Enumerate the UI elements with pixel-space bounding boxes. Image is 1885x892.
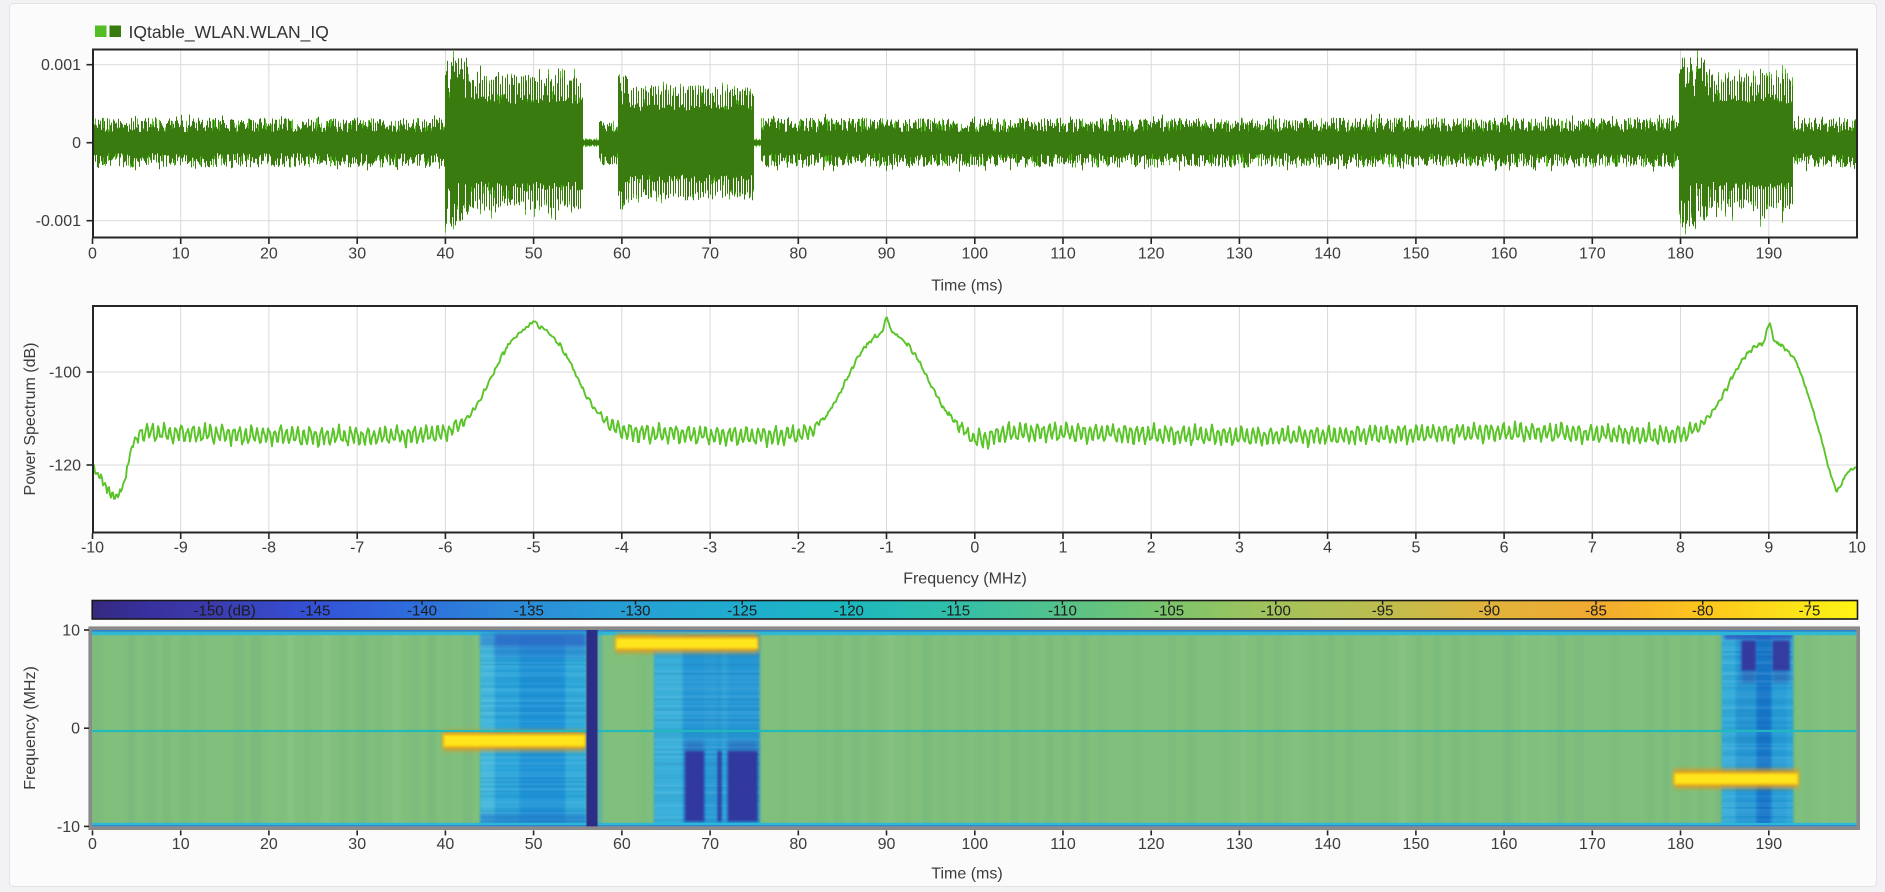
svg-text:60: 60 [613,836,631,853]
svg-text:-145: -145 [300,603,330,620]
svg-text:-0.001: -0.001 [36,213,81,230]
svg-text:20: 20 [260,836,278,853]
svg-text:-7: -7 [350,540,364,557]
svg-text:100: 100 [961,246,988,263]
svg-text:-120: -120 [49,458,81,475]
svg-text:50: 50 [525,836,543,853]
svg-text:70: 70 [701,246,719,263]
svg-text:0: 0 [88,246,97,263]
svg-text:120: 120 [1138,246,1165,263]
svg-text:(dB): (dB) [228,603,256,620]
svg-text:150: 150 [1403,836,1430,853]
svg-text:130: 130 [1226,246,1253,263]
svg-text:8: 8 [1676,540,1685,557]
svg-text:0: 0 [71,721,80,738]
svg-text:6: 6 [1500,540,1509,557]
svg-text:5: 5 [1411,540,1420,557]
svg-text:-10: -10 [81,540,104,557]
svg-text:-90: -90 [1478,603,1500,620]
svg-text:-3: -3 [703,540,717,557]
svg-text:-10: -10 [57,819,80,836]
svg-text:20: 20 [260,246,278,263]
svg-text:190: 190 [1755,246,1782,263]
svg-text:IQtable_WLAN.WLAN_IQ: IQtable_WLAN.WLAN_IQ [129,22,329,43]
svg-text:0.001: 0.001 [41,57,81,74]
svg-text:90: 90 [878,246,896,263]
svg-text:-105: -105 [1154,603,1184,620]
svg-text:Time (ms): Time (ms) [931,278,1002,295]
svg-text:-85: -85 [1585,603,1607,620]
svg-text:0: 0 [88,836,97,853]
svg-text:1: 1 [1059,540,1068,557]
svg-text:80: 80 [789,836,807,853]
svg-text:150: 150 [1403,246,1430,263]
svg-text:Time (ms): Time (ms) [931,866,1002,883]
svg-text:-120: -120 [834,603,864,620]
svg-text:-75: -75 [1799,603,1821,620]
svg-text:30: 30 [348,836,366,853]
svg-text:100: 100 [961,836,988,853]
svg-text:30: 30 [348,246,366,263]
svg-text:10: 10 [172,246,190,263]
svg-text:Frequency (MHz): Frequency (MHz) [903,571,1027,588]
svg-text:-135: -135 [514,603,544,620]
svg-text:110: 110 [1050,246,1076,263]
svg-text:-115: -115 [941,603,970,620]
svg-text:170: 170 [1579,246,1606,263]
svg-text:140: 140 [1314,836,1341,853]
svg-text:-9: -9 [174,540,188,557]
svg-text:190: 190 [1755,836,1782,853]
svg-text:10: 10 [1848,540,1866,557]
svg-text:-125: -125 [727,603,757,620]
svg-text:-95: -95 [1372,603,1394,620]
svg-text:180: 180 [1667,246,1694,263]
svg-text:50: 50 [525,246,543,263]
svg-text:10: 10 [172,836,190,853]
svg-text:110: 110 [1050,836,1076,853]
svg-text:180: 180 [1667,836,1694,853]
svg-text:70: 70 [701,836,719,853]
svg-text:9: 9 [1764,540,1773,557]
svg-text:-4: -4 [615,540,629,557]
svg-text:40: 40 [437,246,455,263]
svg-text:Frequency (MHz): Frequency (MHz) [22,666,39,790]
svg-text:-80: -80 [1692,603,1714,620]
svg-text:40: 40 [437,836,455,853]
svg-text:-5: -5 [526,540,540,557]
svg-text:-8: -8 [262,540,276,557]
svg-text:80: 80 [789,246,807,263]
svg-text:10: 10 [62,623,80,640]
svg-text:0: 0 [970,540,979,557]
svg-text:160: 160 [1491,836,1518,853]
svg-text:-1: -1 [879,540,893,557]
svg-text:-2: -2 [791,540,805,557]
svg-text:-130: -130 [620,603,650,620]
svg-text:130: 130 [1226,836,1253,853]
svg-text:7: 7 [1588,540,1597,557]
svg-text:-150: -150 [194,603,224,620]
svg-text:60: 60 [613,246,631,263]
svg-text:-100: -100 [1261,603,1291,620]
svg-text:-100: -100 [49,365,81,382]
svg-text:Power Spectrum (dB): Power Spectrum (dB) [22,343,39,496]
svg-text:170: 170 [1579,836,1606,853]
svg-text:160: 160 [1491,246,1518,263]
svg-text:0: 0 [72,135,81,152]
svg-text:120: 120 [1138,836,1165,853]
svg-text:-6: -6 [438,540,452,557]
svg-text:90: 90 [878,836,896,853]
svg-text:-110: -110 [1048,603,1077,620]
svg-text:-140: -140 [407,603,437,620]
svg-text:3: 3 [1235,540,1244,557]
svg-text:2: 2 [1147,540,1156,557]
svg-text:4: 4 [1323,540,1332,557]
svg-text:140: 140 [1314,246,1341,263]
